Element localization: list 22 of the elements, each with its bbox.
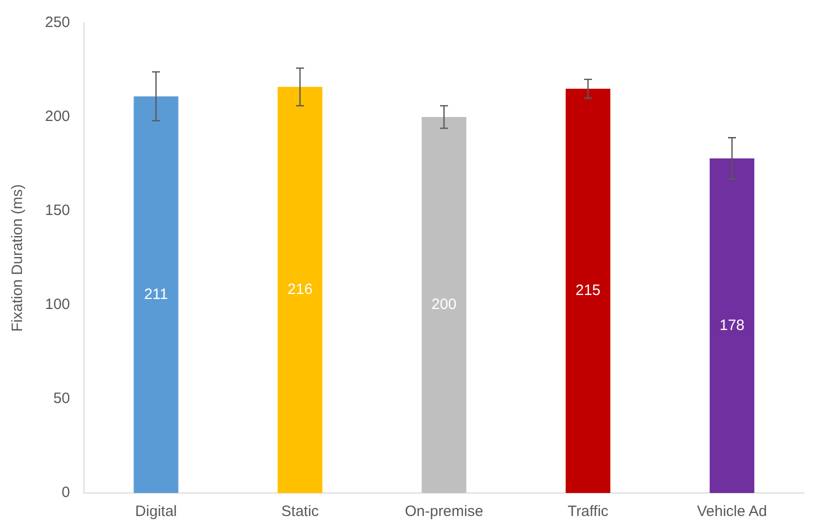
data-label: 215 (575, 282, 601, 300)
data-label: 216 (288, 281, 313, 298)
bar (710, 158, 754, 493)
y-tick-label: 250 (44, 14, 70, 32)
bar (134, 96, 178, 493)
data-label: 200 (432, 296, 457, 314)
y-tick-label: 200 (44, 108, 70, 126)
x-tick-label: Digital (135, 503, 177, 520)
y-tick-label: 50 (53, 390, 70, 408)
y-axis-title: Fixation Duration (ms) (9, 184, 26, 332)
bar (422, 117, 466, 493)
data-label: 211 (144, 286, 168, 303)
data-label: 178 (719, 316, 745, 334)
bar (566, 88, 610, 493)
y-tick-label: 100 (44, 296, 70, 314)
x-tick-label: Vehicle Ad (696, 503, 768, 520)
x-tick-label: Static (281, 503, 320, 520)
x-tick-label: On-premise (404, 503, 484, 520)
y-tick-label: 150 (44, 202, 70, 220)
bar (278, 86, 322, 493)
y-tick-label: 0 (62, 484, 70, 502)
x-tick-label: Traffic (568, 503, 609, 520)
